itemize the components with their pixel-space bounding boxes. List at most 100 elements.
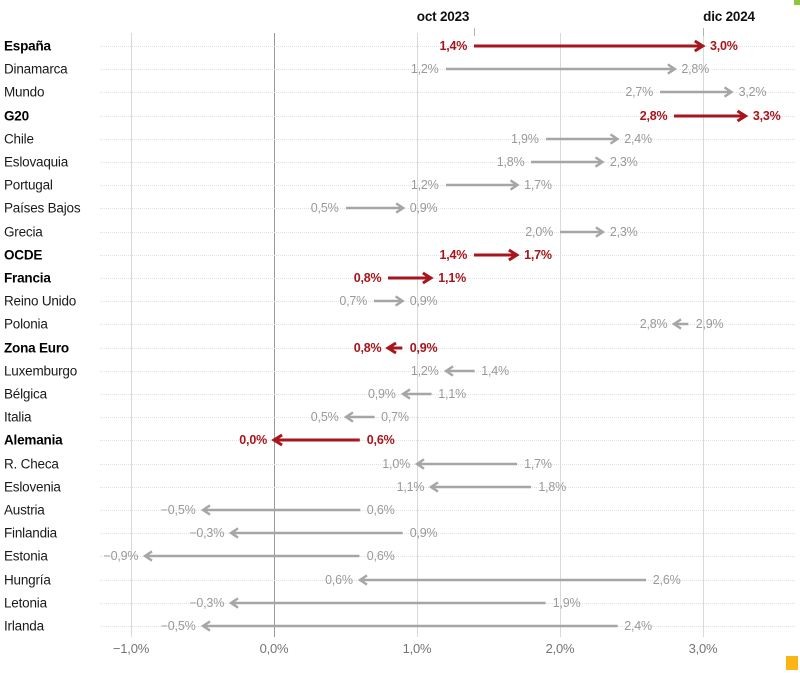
change-arrow [400,388,432,400]
value-label-oct: 1,9% [511,131,539,146]
change-arrow [445,179,520,191]
change-arrow [531,156,606,168]
column-header-end: dic 2024 [703,9,755,24]
column-header-start: oct 2023 [416,9,470,24]
change-arrow [672,318,689,330]
row-label: Grecia [4,224,43,240]
value-label-dic: 2,8% [639,317,668,332]
row-label: Hungría [4,572,51,588]
row-label: Eslovenia [4,479,61,495]
row-label: Chile [4,131,34,147]
row-label: Bélgica [4,386,47,402]
logo-fragment-green [794,0,800,5]
change-arrow [143,550,360,562]
value-label-oct: 1,4% [481,363,509,378]
value-label-dic: 3,0% [710,39,738,53]
row-label: Dinamarca [4,61,68,77]
value-label-oct: 2,0% [525,224,553,239]
value-label-dic: 3,2% [738,85,767,100]
value-label-dic: 1,7% [524,247,552,262]
change-arrow [345,202,405,214]
value-label-dic: −0,5% [160,503,196,517]
change-arrow [228,527,403,539]
value-label-dic: 0,5% [310,410,339,425]
row-gridline [100,138,795,140]
change-arrow [374,295,405,307]
row-label: Finlandia [4,525,57,541]
value-label-dic: 2,3% [609,155,638,169]
row-gridline [100,115,795,117]
value-label-dic: 0,0% [239,433,267,448]
row-label: Italia [4,409,32,425]
row-gridline [100,46,795,47]
value-label-dic: 0,9% [409,294,438,309]
logo-fragment-yellow [786,656,798,670]
value-label-dic: 1,1% [396,479,425,494]
row-gridline [100,254,795,256]
row-label: Estonia [4,548,48,564]
header-tick-mark [703,28,704,36]
value-label-oct: 1,4% [439,247,468,262]
value-label-oct: 0,7% [381,410,409,425]
value-label-oct: 2,9% [695,317,724,332]
value-label-oct: 0,8% [353,271,382,285]
row-gridline [100,92,795,94]
row-gridline [100,394,795,395]
change-arrow [429,481,532,493]
row-gridline [100,440,795,442]
axis-tick-label: 3,0% [688,641,718,656]
value-label-oct: 0,6% [366,503,395,517]
change-arrow [200,504,360,516]
change-arrow [445,63,677,75]
value-label-oct: 1,8% [496,155,525,169]
row-gridline [100,533,795,535]
row-label: Austria [4,502,45,518]
value-label-oct: 2,4% [624,619,652,633]
row-gridline [100,231,795,233]
row-label: Alemania [4,432,63,448]
value-label-dic: 3,3% [752,108,781,123]
value-label-oct: 1,9% [552,595,581,610]
change-arrow [443,365,475,377]
value-label-oct: 1,8% [538,479,567,494]
row-label: Mundo [4,84,45,100]
row-label: Polonia [4,316,48,332]
value-label-dic: 0,8% [353,340,382,355]
change-arrow [545,133,620,145]
axis-tick-label: 2,0% [545,641,575,656]
value-label-dic: 0,6% [325,572,353,587]
axis-tick-label: −1,0% [112,641,150,656]
row-gridline [100,417,795,419]
value-label-oct: 0,5% [310,201,339,216]
gridline-3 [703,33,704,637]
row-label: Francia [4,270,51,286]
value-label-dic: 2,3% [609,224,638,239]
row-gridline [100,162,795,163]
value-label-oct: 0,7% [339,294,368,309]
value-label-dic: 2,4% [624,131,652,146]
value-label-dic: −0,3% [189,526,225,541]
value-label-oct: 0,6% [366,433,395,448]
change-arrow [674,109,749,122]
value-label-dic: 1,7% [524,178,552,193]
value-label-dic: −0,5% [160,619,196,633]
change-arrow [357,573,646,586]
change-arrow [474,248,520,262]
value-label-dic: 0,9% [409,201,438,216]
row-gridline [100,278,795,279]
value-label-oct: 1,2% [410,178,439,193]
change-arrow [271,434,360,447]
row-label: Irlanda [4,618,44,634]
change-arrow [228,597,546,609]
value-label-dic: 1,1% [438,271,466,285]
row-label: Zona Euro [4,340,69,356]
change-arrow [200,620,618,632]
value-label-oct: 1,4% [439,39,468,53]
row-gridline [100,301,795,303]
row-label: OCDE [4,247,43,263]
change-arrow [660,86,734,98]
change-arrow [385,341,403,354]
value-label-oct: 0,6% [366,549,395,564]
row-label: Eslovaquia [4,154,69,170]
